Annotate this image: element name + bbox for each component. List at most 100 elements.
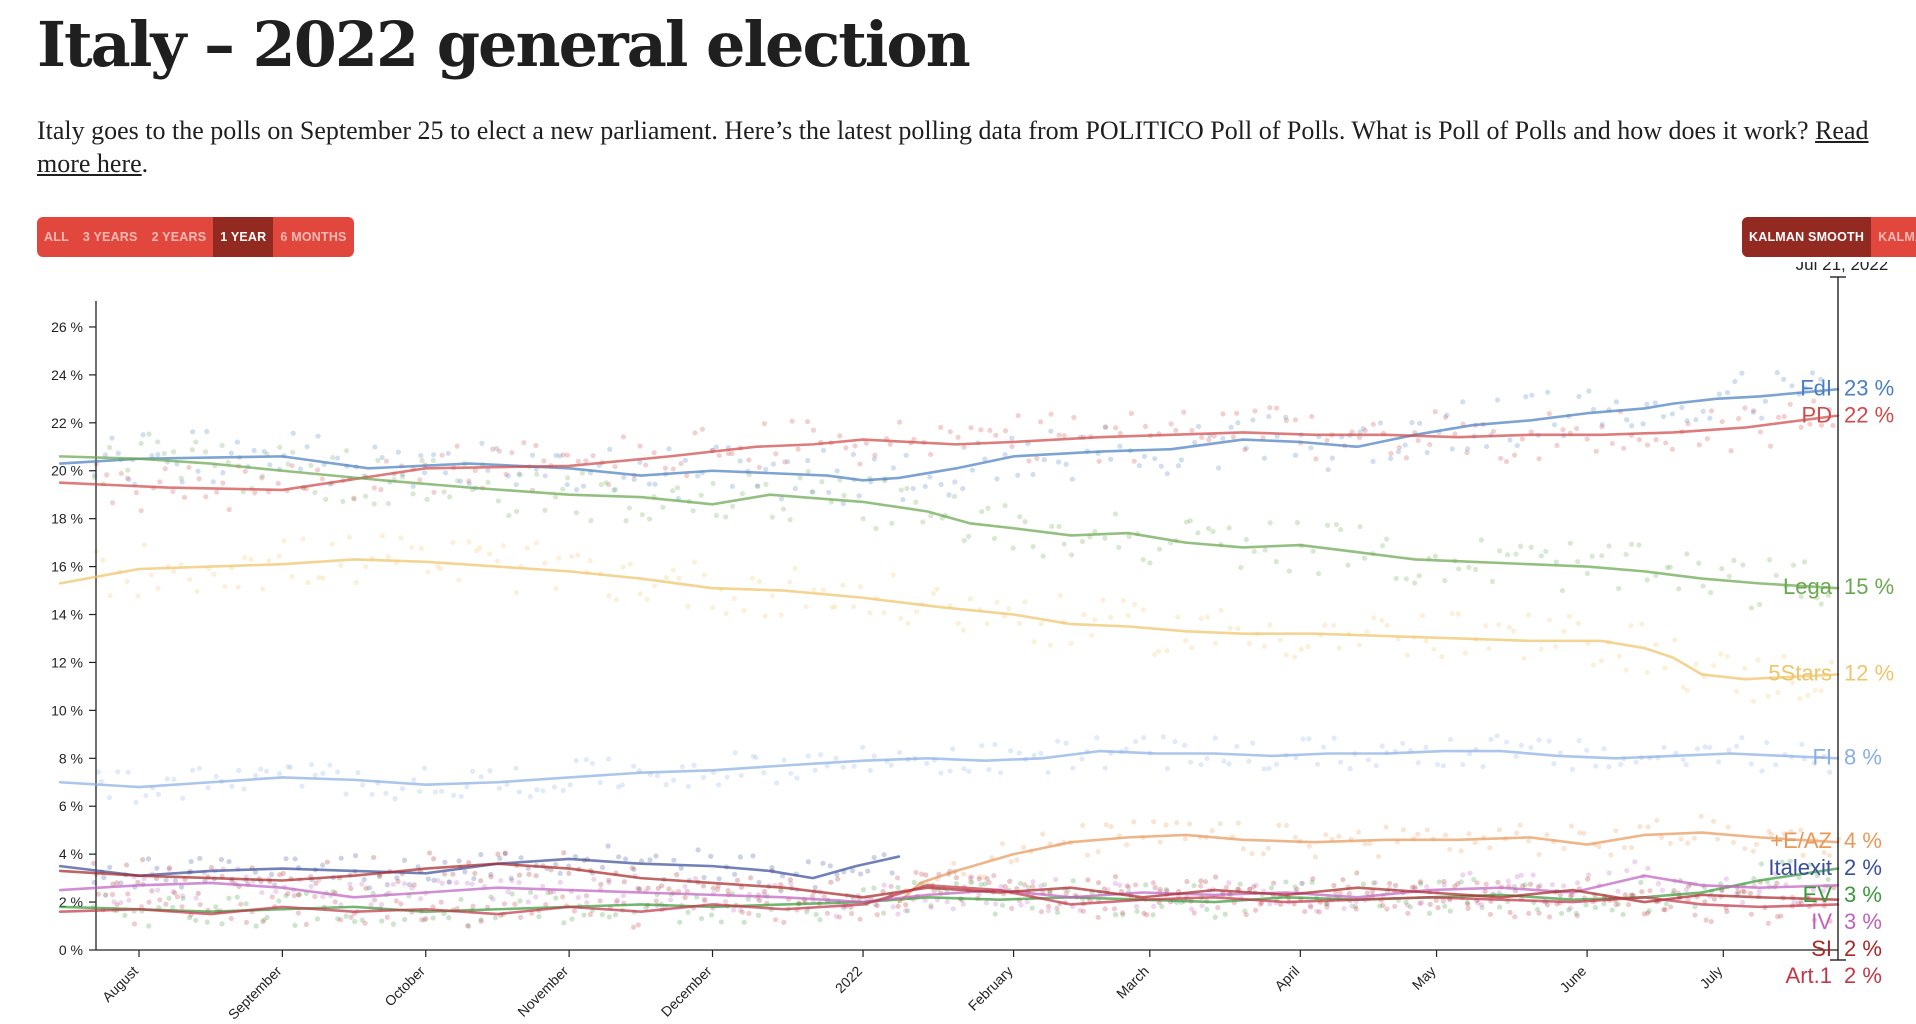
poll-dot: [670, 488, 676, 494]
poll-dot: [1621, 845, 1627, 851]
poll-dot: [1183, 637, 1189, 644]
poll-dot: [1308, 445, 1314, 451]
poll-dot: [219, 442, 225, 449]
poll-dot: [220, 470, 226, 476]
poll-dot: [779, 873, 786, 879]
poll-dot: [1621, 445, 1627, 451]
poll-dot: [1685, 421, 1691, 427]
range-2-years-button[interactable]: 2 YEARS: [151, 230, 207, 244]
poll-dot: [1178, 457, 1185, 463]
poll-dot: [1456, 566, 1462, 572]
mode-kalman-button[interactable]: KALMAN: [1878, 230, 1916, 244]
poll-dot: [762, 613, 768, 619]
poll-dot: [1424, 450, 1430, 456]
poll-dot: [1158, 463, 1164, 469]
poll-dot: [895, 911, 901, 917]
polling-chart[interactable]: 0 %2 %4 %6 %8 %10 %12 %14 %16 %18 %20 %2…: [0, 262, 1916, 1024]
poll-dot: [439, 880, 445, 886]
poll-dot: [1599, 424, 1605, 430]
poll-dot: [1629, 423, 1635, 429]
poll-dot: [1113, 425, 1119, 431]
poll-dot: [1568, 823, 1575, 829]
poll-dot: [998, 883, 1004, 890]
poll-dot: [1235, 625, 1241, 632]
poll-dot: [969, 467, 976, 473]
poll-dot: [1575, 620, 1582, 626]
poll-dot: [1750, 409, 1756, 415]
poll-dot: [905, 620, 911, 626]
poll-dot: [1427, 901, 1433, 907]
poll-dot: [1684, 551, 1690, 557]
poll-dot: [102, 452, 108, 458]
poll-dot: [754, 483, 760, 489]
series-lines: [58, 387, 1840, 916]
poll-dot: [495, 498, 501, 504]
poll-dot: [1017, 514, 1023, 520]
poll-dot: [1789, 383, 1795, 389]
poll-dot: [149, 453, 155, 459]
poll-dot: [1818, 601, 1824, 607]
poll-dot: [308, 883, 314, 890]
poll-dot: [466, 480, 472, 487]
poll-dot: [835, 876, 841, 882]
range-all-button[interactable]: ALL: [44, 230, 69, 244]
poll-dot: [1417, 879, 1424, 885]
poll-dot: [763, 466, 769, 472]
poll-dot: [1155, 648, 1162, 655]
poll-dot: [1419, 613, 1425, 619]
poll-dot: [1195, 530, 1201, 536]
poll-dot: [1069, 476, 1076, 482]
poll-dot: [280, 870, 286, 877]
poll-dot: [179, 904, 185, 910]
date-cursor[interactable]: Jul 21, 2022: [1796, 262, 1889, 961]
poll-dot: [1349, 429, 1355, 435]
poll-dot: [1659, 887, 1666, 893]
poll-dot: [1624, 417, 1630, 423]
poll-dot: [734, 877, 741, 883]
poll-dot: [584, 900, 590, 906]
range-3-years-button[interactable]: 3 YEARS: [82, 230, 138, 244]
poll-dot: [745, 896, 751, 902]
poll-dot: [890, 572, 896, 578]
poll-dot: [1825, 592, 1831, 598]
poll-dot: [1693, 661, 1699, 667]
poll-dot: [887, 441, 893, 447]
poll-dot: [750, 853, 756, 859]
poll-dot: [1080, 822, 1086, 828]
poll-dot: [1624, 868, 1630, 874]
poll-dot: [850, 451, 857, 458]
poll-dot: [561, 850, 567, 856]
poll-dot: [1520, 883, 1526, 889]
poll-dot: [353, 579, 359, 586]
poll-dot: [1442, 903, 1448, 909]
poll-dot: [1323, 832, 1329, 838]
poll-dot: [466, 539, 472, 545]
poll-dot: [1811, 760, 1817, 766]
poll-dot: [1377, 903, 1383, 909]
poll-dot: [516, 879, 522, 886]
poll-dot: [1606, 870, 1612, 876]
poll-dot: [190, 429, 196, 435]
poll-dot: [978, 881, 984, 888]
poll-dot: [323, 496, 329, 503]
range-1-year-button[interactable]: 1 YEAR: [213, 217, 274, 257]
poll-dot: [178, 562, 184, 568]
range-6-months-button[interactable]: 6 MONTHS: [280, 230, 347, 244]
mode-kalman-smooth-button[interactable]: KALMAN SMOOTH: [1742, 217, 1872, 257]
poll-dot: [496, 785, 502, 791]
poll-dot: [180, 795, 186, 801]
read-more-link[interactable]: Read more here: [37, 116, 1869, 178]
poll-dot: [124, 578, 130, 584]
poll-dot: [702, 896, 708, 903]
poll-dot: [1489, 578, 1496, 585]
poll-dot: [1331, 735, 1337, 741]
poll-dot: [819, 479, 825, 485]
poll-dot: [682, 457, 688, 463]
poll-dot: [506, 512, 512, 519]
poll-dot: [770, 461, 776, 467]
poll-dot: [1384, 906, 1390, 912]
poll-dot: [1031, 752, 1037, 759]
poll-dot: [780, 506, 787, 512]
poll-dot: [895, 884, 901, 891]
poll-dot: [1041, 457, 1047, 463]
